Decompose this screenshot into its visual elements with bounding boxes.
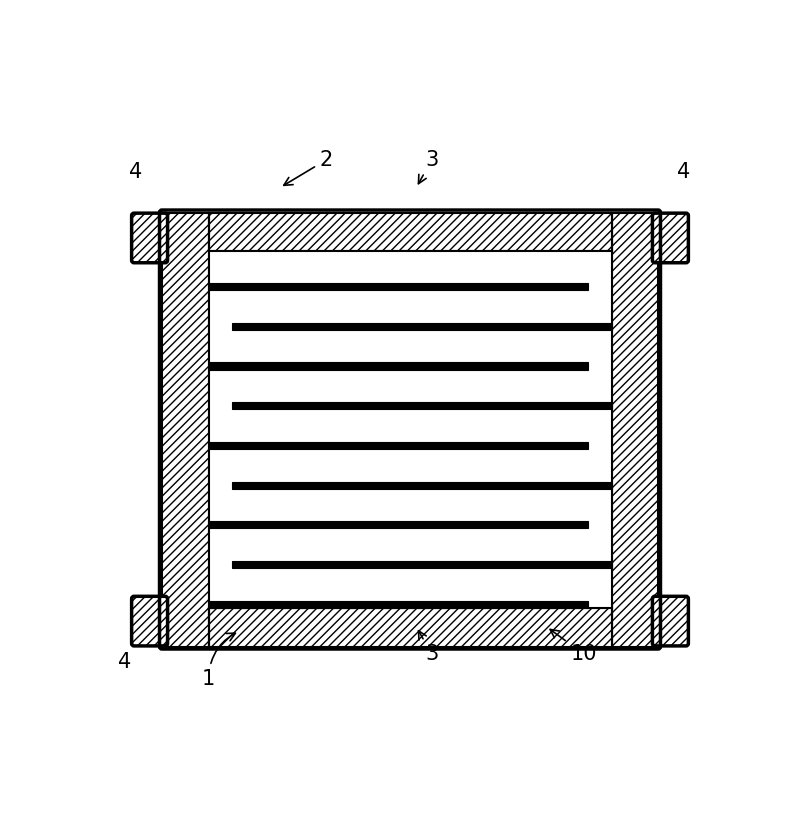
FancyBboxPatch shape [132, 596, 167, 646]
Bar [232, 482, 611, 489]
Bar [209, 608, 611, 647]
Text: 3: 3 [418, 150, 438, 183]
Bar [209, 363, 588, 369]
Text: 2: 2 [284, 150, 333, 185]
Bar [209, 449, 611, 482]
FancyBboxPatch shape [653, 213, 688, 263]
Bar [232, 561, 611, 568]
Bar [209, 251, 611, 608]
Bar [209, 330, 611, 363]
Bar [209, 529, 611, 561]
Text: 3: 3 [418, 631, 438, 664]
Bar [209, 370, 611, 402]
FancyBboxPatch shape [132, 213, 167, 263]
Bar [209, 251, 611, 283]
Text: 10: 10 [550, 629, 597, 664]
Bar [232, 323, 611, 330]
Bar [209, 283, 588, 290]
Bar [209, 442, 588, 449]
Bar [209, 212, 611, 251]
Bar [209, 291, 611, 323]
Bar [162, 212, 658, 647]
Text: 4: 4 [129, 162, 142, 183]
Bar [209, 521, 588, 529]
FancyBboxPatch shape [653, 596, 688, 646]
Bar [162, 212, 209, 647]
Bar [232, 402, 611, 410]
Bar [209, 410, 611, 442]
Bar [209, 601, 588, 608]
Bar [209, 568, 611, 601]
Bar [209, 489, 611, 521]
Text: 4: 4 [678, 162, 690, 183]
Bar [611, 212, 658, 647]
Text: 1: 1 [202, 634, 235, 689]
Text: 4: 4 [118, 652, 131, 672]
